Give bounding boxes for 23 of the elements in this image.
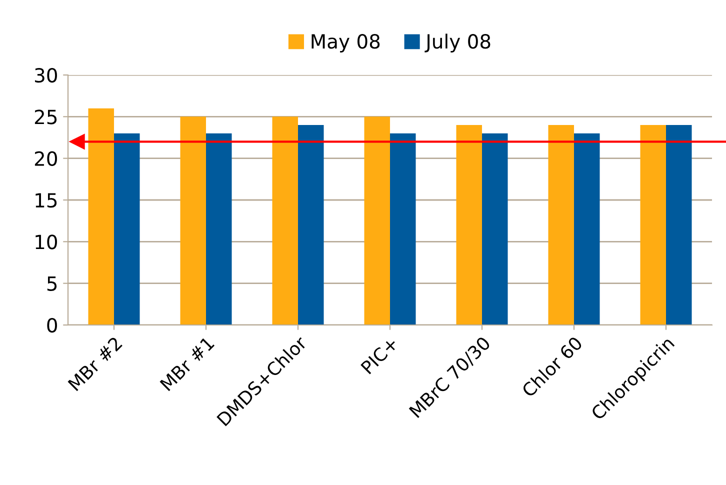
y-tick-label: 5 [47,276,57,291]
y-tick-label: 25 [34,110,57,124]
y-tick-label: 10 [36,234,57,250]
bar [390,133,416,325]
bar [456,125,482,325]
legend-label: May 08 [312,34,380,52]
bar [364,116,390,325]
bar [574,133,600,325]
bar [482,133,508,325]
y-tick-label: 30 [35,68,57,83]
y-tick-label: 20 [34,151,57,166]
bar [272,116,298,325]
y-tick-label: 15 [36,193,57,208]
bar [666,125,692,325]
bar [88,108,114,325]
bar [114,133,140,325]
bar [640,125,666,325]
bar [298,125,324,325]
legend-label: July 08 [424,34,490,52]
y-tick-label: 0 [47,318,57,333]
bar [206,133,232,325]
bar [180,116,206,325]
bar [548,125,574,325]
